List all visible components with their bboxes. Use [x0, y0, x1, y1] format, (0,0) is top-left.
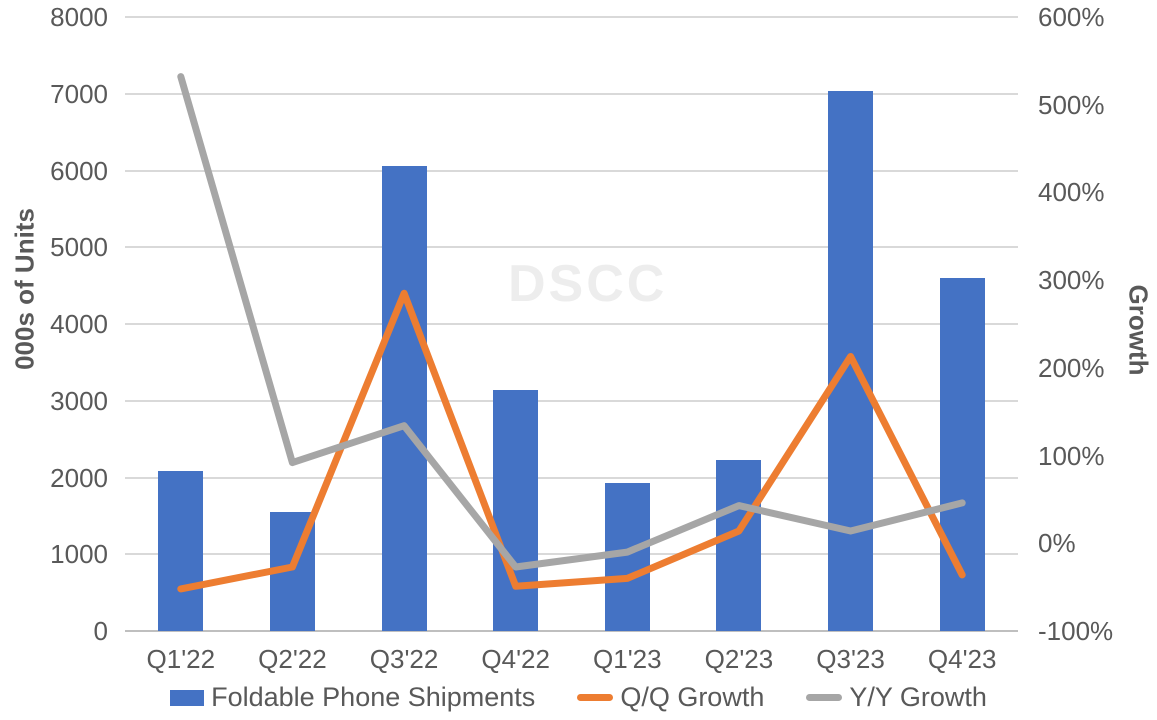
shipments-bar — [828, 90, 874, 631]
x-axis-tick: Q3'22 — [369, 644, 439, 674]
left-axis-tick: 4000 — [50, 309, 108, 339]
gridline — [125, 323, 1018, 325]
gridline — [125, 553, 1018, 556]
legend: Foldable Phone Shipments Q/Q Growth Y/Y … — [0, 682, 1157, 713]
gridline — [125, 476, 1018, 479]
left-axis-tick: 1000 — [50, 539, 108, 570]
qq-growth-swatch-icon — [577, 694, 614, 701]
left-axis-tick: 6000 — [50, 155, 108, 186]
gridline — [125, 246, 1018, 249]
legend-item-shipments: Foldable Phone Shipments — [170, 682, 535, 713]
legend-item-qq-growth: Q/Q Growth — [577, 682, 764, 713]
x-axis-tick: Q1'22 — [146, 644, 216, 674]
right-axis-tick: 600% — [1038, 2, 1105, 32]
left-axis-tick: 2000 — [50, 462, 108, 493]
gridline — [125, 169, 1018, 172]
left-axis-title: 000s of Units — [9, 208, 40, 370]
shipments-swatch-icon — [170, 689, 205, 706]
shipments-bar — [381, 165, 427, 631]
x-axis-tick: Q2'23 — [704, 644, 774, 674]
legend-label-yy-growth: Y/Y Growth — [849, 682, 987, 712]
x-axis-tick: Q2'22 — [258, 644, 327, 674]
right-axis-tick: 0% — [1038, 528, 1076, 559]
shipments-bar — [716, 459, 762, 631]
left-axis-tick: 7000 — [50, 78, 108, 109]
x-axis-tick: Q3'23 — [816, 644, 885, 674]
right-axis-tick: -100% — [1038, 616, 1114, 646]
x-axis-tick: Q4'22 — [481, 644, 550, 674]
gridline — [125, 399, 1018, 402]
x-axis-tick: Q1'23 — [593, 644, 662, 674]
left-axis-tick: 3000 — [50, 385, 108, 416]
gridline — [125, 92, 1018, 95]
legend-item-yy-growth: Y/Y Growth — [806, 682, 987, 713]
dscc-watermark: DSCC — [508, 255, 668, 313]
shipments-bar — [158, 471, 204, 631]
right-axis-tick: 100% — [1038, 440, 1105, 471]
x-axis-line — [125, 630, 1018, 632]
right-axis-tick: 300% — [1038, 265, 1105, 296]
left-axis-tick: 8000 — [50, 2, 108, 32]
shipments-bar — [493, 390, 539, 631]
shipments-bar — [604, 482, 650, 631]
shipments-bar — [269, 512, 315, 631]
gridline — [125, 16, 1018, 18]
legend-label-qq-growth: Q/Q Growth — [620, 682, 765, 712]
right-axis-title: Growth — [1123, 284, 1154, 376]
legend-label-shipments: Foldable Phone Shipments — [211, 682, 536, 712]
right-axis-tick: 200% — [1038, 352, 1105, 383]
right-axis-tick: 400% — [1038, 177, 1105, 208]
left-axis-tick: 5000 — [50, 232, 108, 263]
yy-growth-swatch-icon — [806, 694, 843, 701]
left-axis-tick: 0 — [93, 616, 108, 646]
right-axis-tick: 500% — [1038, 89, 1105, 120]
x-axis-tick: Q4'23 — [927, 644, 997, 674]
shipments-bar — [939, 277, 985, 631]
